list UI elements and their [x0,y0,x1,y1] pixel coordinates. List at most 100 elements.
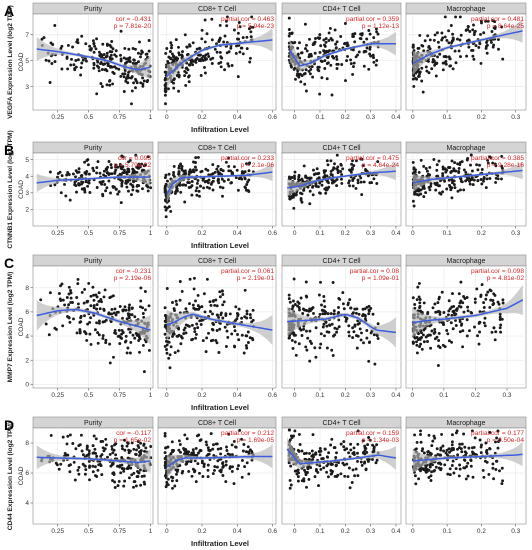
data-point [163,89,167,93]
data-point [143,308,147,312]
data-point [362,180,366,184]
data-point [94,437,98,441]
data-point [120,184,124,188]
data-point [426,340,429,343]
data-point [236,467,240,471]
data-point [215,313,219,317]
data-point [360,193,364,197]
data-point [122,484,126,488]
x-tick-label: 0.25 [51,528,64,535]
data-point [131,188,135,192]
data-point [290,32,294,36]
data-point [489,40,493,44]
p-value-text: p = 5.79e-02 [114,162,152,169]
data-point [430,67,434,71]
data-point [124,334,128,338]
data-point [460,450,464,454]
data-point [326,462,330,466]
data-point [183,448,186,452]
data-point [140,162,144,166]
data-point [318,447,322,450]
data-point [171,301,174,304]
data-point [345,41,349,45]
data-point [367,359,371,363]
data-point [485,43,489,47]
correlation-text: partial.cor = 0.385 [471,155,524,162]
data-point [229,181,233,185]
data-point [89,342,93,346]
data-point [194,336,198,340]
data-point [342,440,346,444]
correlation-text: cor = -0.231 [116,268,152,275]
data-point [418,301,422,305]
data-point [210,17,214,21]
data-point [451,459,455,463]
facet-title: Purity [84,6,102,13]
data-point [433,33,437,37]
data-point [363,307,367,311]
data-point [236,333,239,336]
data-point [183,74,187,78]
data-point [97,333,101,337]
data-point [44,322,48,326]
data-point [226,62,230,66]
data-point [103,183,107,186]
data-point [303,72,307,75]
data-point [466,309,470,313]
data-point [119,29,123,33]
data-point [122,75,126,79]
data-point [163,176,167,180]
data-point [430,444,434,448]
x-tick-label: 0.1 [315,392,324,399]
data-point [85,169,89,173]
data-point [323,174,327,178]
data-point [475,287,479,291]
data-point [437,184,441,188]
data-point [426,449,430,453]
fit-line [412,453,523,462]
data-point [127,306,131,310]
x-tick-label: 0.3 [366,114,375,121]
data-point [92,50,96,54]
data-point [235,168,239,172]
data-point [340,177,343,181]
data-point [245,47,249,51]
data-point [347,324,351,328]
data-point [98,307,102,311]
x-tick-label: 0.1 [443,114,452,121]
data-point [447,178,451,182]
data-point [452,169,456,173]
data-point [448,450,451,454]
data-point [128,330,132,334]
data-point [327,39,331,42]
data-point [185,437,189,441]
data-point [496,300,500,304]
data-point [311,75,315,79]
data-point [107,173,111,176]
data-point [68,198,72,202]
data-point [213,170,217,174]
data-point [83,188,87,192]
data-point [441,68,445,72]
x-tick-label: 0.2 [341,528,350,535]
data-point [163,93,167,97]
data-point [412,84,416,88]
data-point [121,316,124,320]
data-point [56,175,59,179]
data-point [125,351,129,355]
data-point [304,294,308,298]
data-point [420,449,424,453]
panel-letter: B [4,142,14,158]
data-point [48,170,52,174]
data-point [478,438,482,442]
data-point [139,305,142,309]
data-point [291,346,295,350]
data-point [490,30,494,33]
data-point [339,472,343,476]
data-point [453,186,457,190]
data-point [124,57,128,61]
